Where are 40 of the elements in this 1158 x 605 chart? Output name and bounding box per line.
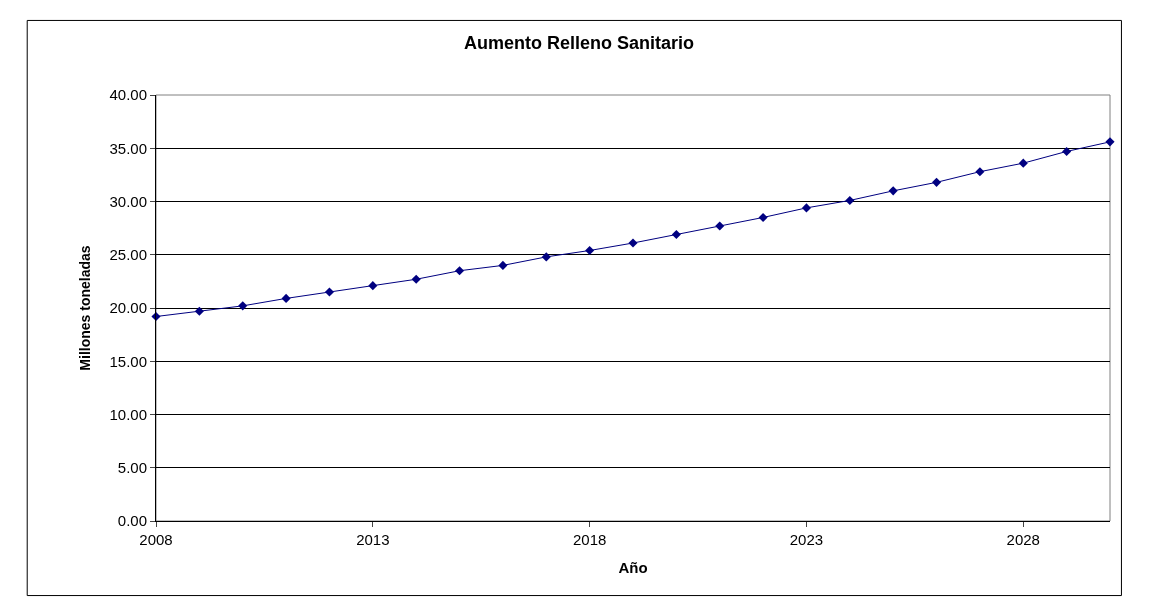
point [281,293,291,303]
point [1105,137,1115,147]
x-tick-label: 2013 [356,531,390,548]
point [932,177,942,187]
point [758,212,768,223]
y-tick-label: 25.00 [109,246,147,263]
x-tick-label: 2018 [572,531,607,548]
chart-title: Aumento Relleno Sanitario [463,32,695,53]
x-tick-label: 2023 [789,531,824,548]
point [411,274,421,284]
point [975,167,985,177]
point [324,287,334,297]
y-axis-title: Millones toneladas [77,245,94,371]
point [151,311,161,322]
point [585,245,595,256]
point [368,281,378,291]
y-tick-label: 0.00 [117,512,147,530]
y-tick-label: 35.00 [109,139,147,157]
y-tick-label: 40.00 [109,86,147,104]
point [541,252,551,262]
y-tick-label: 10.00 [109,405,147,423]
x-tick-label: 2008 [139,531,173,548]
point [801,203,811,213]
point [455,266,465,276]
y-tick-label: 30.00 [109,192,147,210]
point [628,238,638,248]
point [715,221,725,231]
point [194,306,204,316]
point [498,260,508,270]
y-tick-label: 15.00 [109,352,147,370]
x-tick-label: 2028 [1006,531,1040,548]
point [671,229,681,240]
point [1062,146,1072,156]
point [238,301,248,311]
x-axis-title: Año [618,559,648,576]
point [845,195,855,205]
point [888,186,898,196]
y-tick-label: 20.00 [109,299,147,317]
y-tick-label: 5.00 [117,459,147,476]
point [1018,158,1028,168]
